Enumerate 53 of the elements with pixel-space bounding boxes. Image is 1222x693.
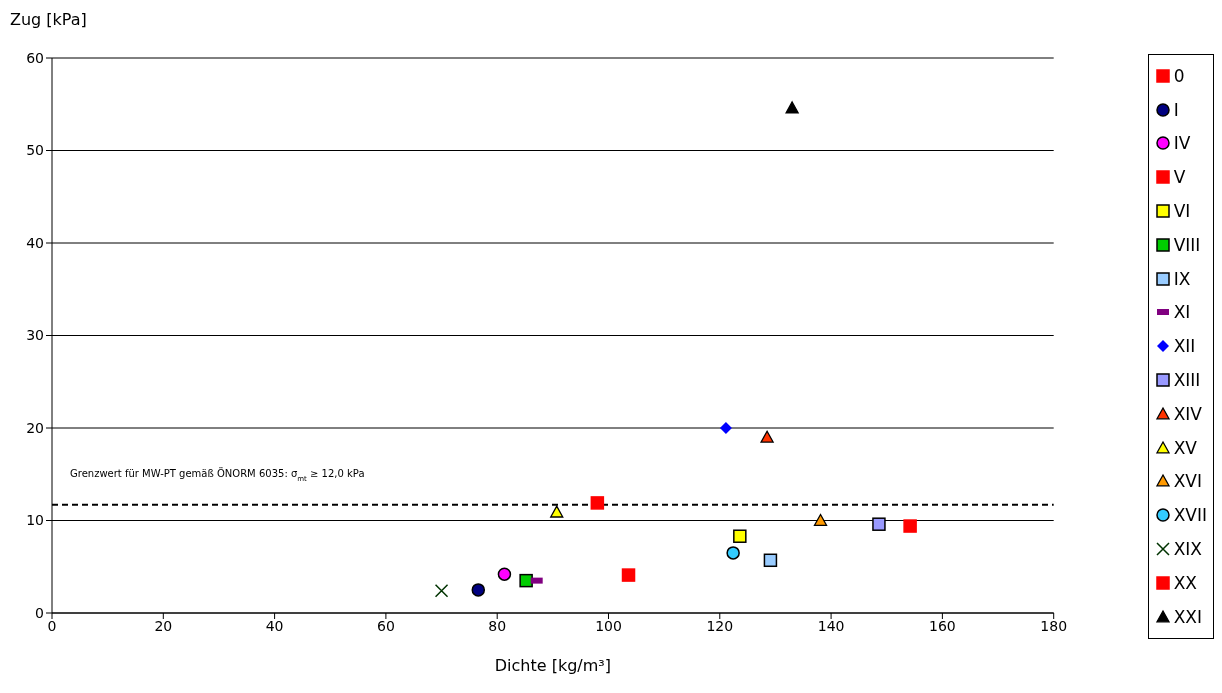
x-axis-title: Dichte [kg/m³] — [494, 656, 611, 675]
legend-label: VI — [1173, 201, 1191, 222]
point — [763, 553, 778, 568]
point — [733, 529, 747, 543]
point — [726, 546, 740, 560]
point — [719, 422, 732, 434]
point — [519, 573, 533, 588]
point — [903, 519, 917, 533]
point — [471, 583, 486, 597]
x-tick-label: 100 — [595, 617, 622, 634]
y-tick-label: 40 — [26, 234, 44, 251]
legend-label: XV — [1173, 437, 1197, 458]
point — [760, 430, 774, 443]
y-tick-label: 20 — [26, 419, 44, 436]
legend-label: XI — [1173, 302, 1191, 323]
x-tick-label: 80 — [488, 617, 507, 634]
point — [497, 567, 512, 581]
x-tick-label: 20 — [154, 617, 173, 634]
legend-label: V — [1173, 167, 1186, 188]
x-tick-label: 120 — [706, 617, 734, 634]
legend-label: IX — [1173, 268, 1191, 289]
point — [813, 513, 828, 526]
legend-label: XVII — [1173, 505, 1207, 526]
point — [872, 517, 886, 531]
legend-label: I — [1173, 99, 1179, 120]
point — [785, 101, 799, 114]
point — [434, 584, 449, 598]
y-tick-label: 30 — [26, 327, 44, 344]
x-tick-label: 0 — [47, 617, 57, 634]
y-axis-title: Zug [kPa] — [10, 10, 87, 29]
x-tick-label: 60 — [376, 617, 395, 634]
x-tick-label: 40 — [265, 617, 284, 634]
ref-line-label: Grenzwert für MW-PT gemäß ÖNORM 6035: σ$_{mt}$ ≥ 12,0 kPa — [70, 466, 365, 483]
legend-label: XII — [1173, 336, 1196, 357]
legend-label: XIV — [1173, 403, 1202, 424]
y-tick-label: 50 — [26, 142, 44, 159]
legend-label: VIII — [1173, 234, 1201, 255]
legend-label: 0 — [1173, 65, 1185, 86]
y-tick-label: 60 — [26, 49, 44, 66]
legend-label: XIII — [1173, 370, 1201, 391]
y-tick-label: 0 — [35, 604, 44, 621]
legend-label: XX — [1173, 572, 1197, 593]
x-tick-label: 180 — [1040, 617, 1068, 634]
legend-label: IV — [1173, 133, 1191, 154]
x-tick-label: 140 — [817, 617, 845, 634]
point — [621, 568, 636, 582]
point — [550, 505, 564, 518]
x-tick-label: 160 — [929, 617, 956, 634]
y-tick-label: 10 — [26, 512, 44, 529]
legend-label: XIX — [1173, 539, 1202, 560]
legend-label: XVI — [1173, 471, 1202, 492]
legend-label: XXI — [1173, 606, 1202, 627]
point — [590, 496, 605, 510]
